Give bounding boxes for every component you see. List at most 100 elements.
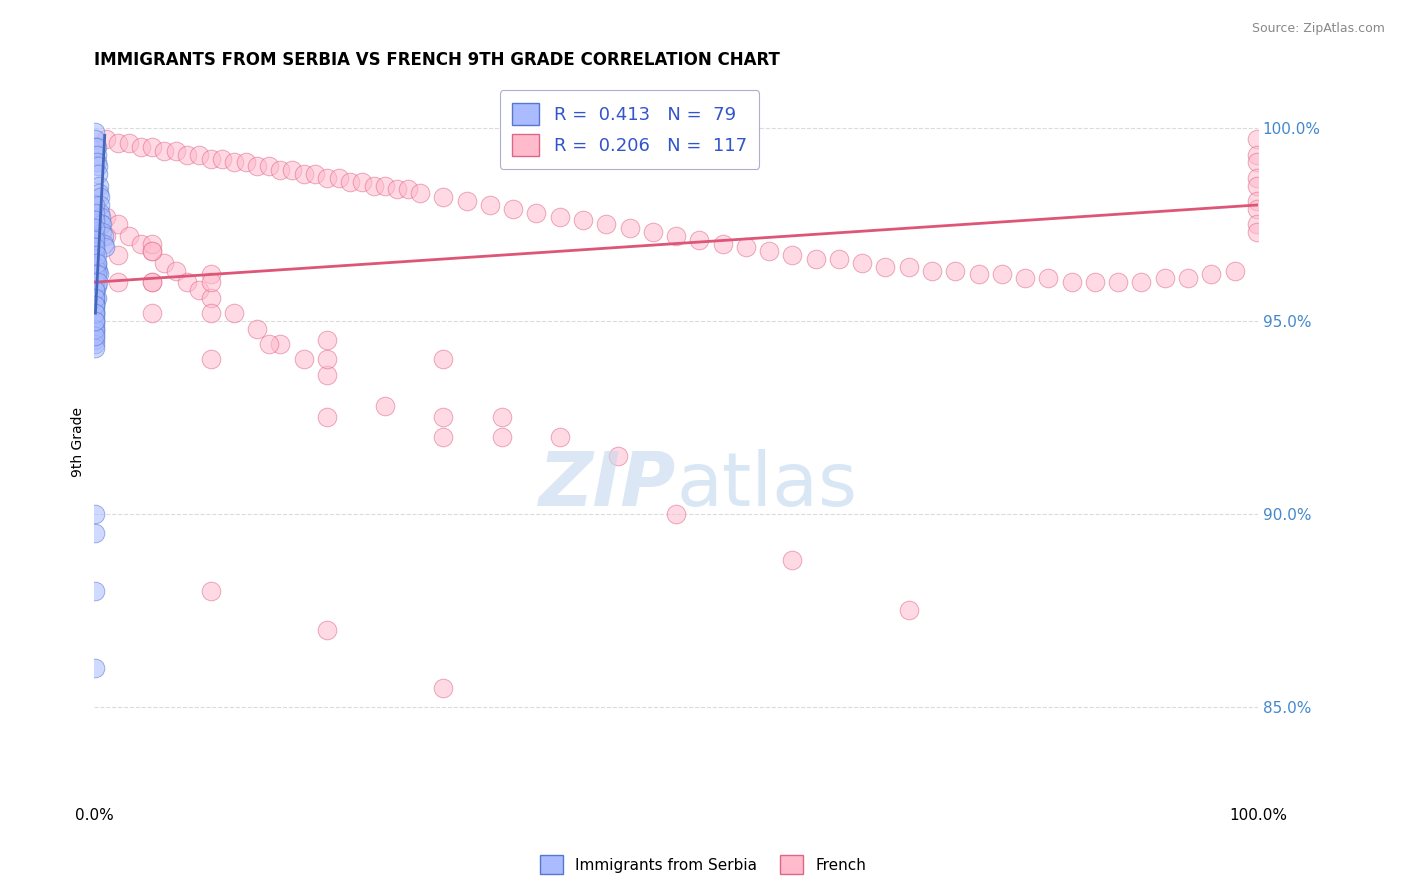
Point: [84, 244, 107, 259]
Point: [292, 352, 315, 367]
Point: [86, 256, 108, 270]
Point: [84, 294, 107, 309]
Point: [84, 318, 107, 332]
Point: [84, 314, 107, 328]
Point: [572, 213, 595, 227]
Point: [269, 337, 291, 351]
Point: [316, 368, 339, 382]
Point: [84, 252, 107, 266]
Point: [84, 507, 107, 521]
Point: [502, 202, 524, 216]
Point: [165, 263, 187, 277]
Point: [257, 159, 280, 173]
Point: [84, 268, 107, 282]
Point: [1246, 132, 1268, 146]
Point: [1223, 263, 1246, 277]
Point: [967, 268, 990, 282]
Point: [86, 260, 108, 274]
Point: [188, 283, 211, 297]
Point: [118, 228, 141, 243]
Point: [93, 236, 115, 251]
Point: [1246, 225, 1268, 239]
Point: [711, 236, 734, 251]
Point: [1201, 268, 1223, 282]
Point: [86, 256, 108, 270]
Point: [107, 217, 129, 231]
Point: [84, 661, 107, 675]
Point: [897, 260, 920, 274]
Point: [87, 186, 110, 201]
Point: [141, 306, 163, 320]
Point: [84, 228, 107, 243]
Point: [84, 321, 107, 335]
Point: [84, 286, 107, 301]
Point: [94, 228, 117, 243]
Point: [804, 252, 827, 266]
Point: [84, 124, 107, 138]
Point: [94, 210, 117, 224]
Point: [200, 584, 222, 599]
Point: [606, 449, 628, 463]
Point: [141, 140, 163, 154]
Point: [316, 623, 339, 637]
Point: [84, 291, 107, 305]
Point: [84, 341, 107, 355]
Point: [328, 170, 350, 185]
Point: [432, 430, 454, 444]
Text: Source: ZipAtlas.com: Source: ZipAtlas.com: [1251, 22, 1385, 36]
Point: [84, 205, 107, 219]
Point: [222, 155, 245, 169]
Legend: Immigrants from Serbia, French: Immigrants from Serbia, French: [534, 849, 872, 880]
Point: [200, 152, 222, 166]
Point: [943, 263, 966, 277]
Point: [84, 329, 107, 343]
Point: [84, 326, 107, 340]
Point: [363, 178, 385, 193]
Point: [84, 283, 107, 297]
Point: [374, 399, 396, 413]
Point: [176, 275, 198, 289]
Point: [84, 321, 107, 335]
Point: [107, 136, 129, 150]
Point: [897, 603, 920, 617]
Point: [84, 314, 107, 328]
Text: IMMIGRANTS FROM SERBIA VS FRENCH 9TH GRADE CORRELATION CHART: IMMIGRANTS FROM SERBIA VS FRENCH 9TH GRA…: [94, 51, 780, 69]
Point: [89, 190, 111, 204]
Point: [84, 310, 107, 324]
Point: [93, 228, 115, 243]
Point: [87, 275, 110, 289]
Y-axis label: 9th Grade: 9th Grade: [72, 408, 86, 477]
Point: [1038, 271, 1060, 285]
Point: [432, 681, 454, 695]
Text: atlas: atlas: [676, 450, 858, 523]
Point: [89, 198, 111, 212]
Point: [84, 337, 107, 351]
Point: [281, 163, 304, 178]
Point: [84, 298, 107, 312]
Point: [86, 248, 108, 262]
Point: [84, 244, 107, 259]
Point: [84, 283, 107, 297]
Point: [141, 236, 163, 251]
Point: [84, 240, 107, 254]
Point: [595, 217, 617, 231]
Point: [84, 333, 107, 347]
Point: [456, 194, 478, 208]
Point: [491, 410, 513, 425]
Point: [84, 314, 107, 328]
Point: [1246, 194, 1268, 208]
Point: [90, 210, 112, 224]
Point: [269, 163, 291, 178]
Point: [1107, 275, 1129, 289]
Point: [84, 275, 107, 289]
Point: [688, 233, 710, 247]
Point: [153, 256, 176, 270]
Point: [1246, 202, 1268, 216]
Point: [200, 275, 222, 289]
Point: [86, 140, 108, 154]
Point: [396, 182, 419, 196]
Point: [548, 430, 571, 444]
Point: [84, 584, 107, 599]
Point: [432, 190, 454, 204]
Point: [86, 279, 108, 293]
